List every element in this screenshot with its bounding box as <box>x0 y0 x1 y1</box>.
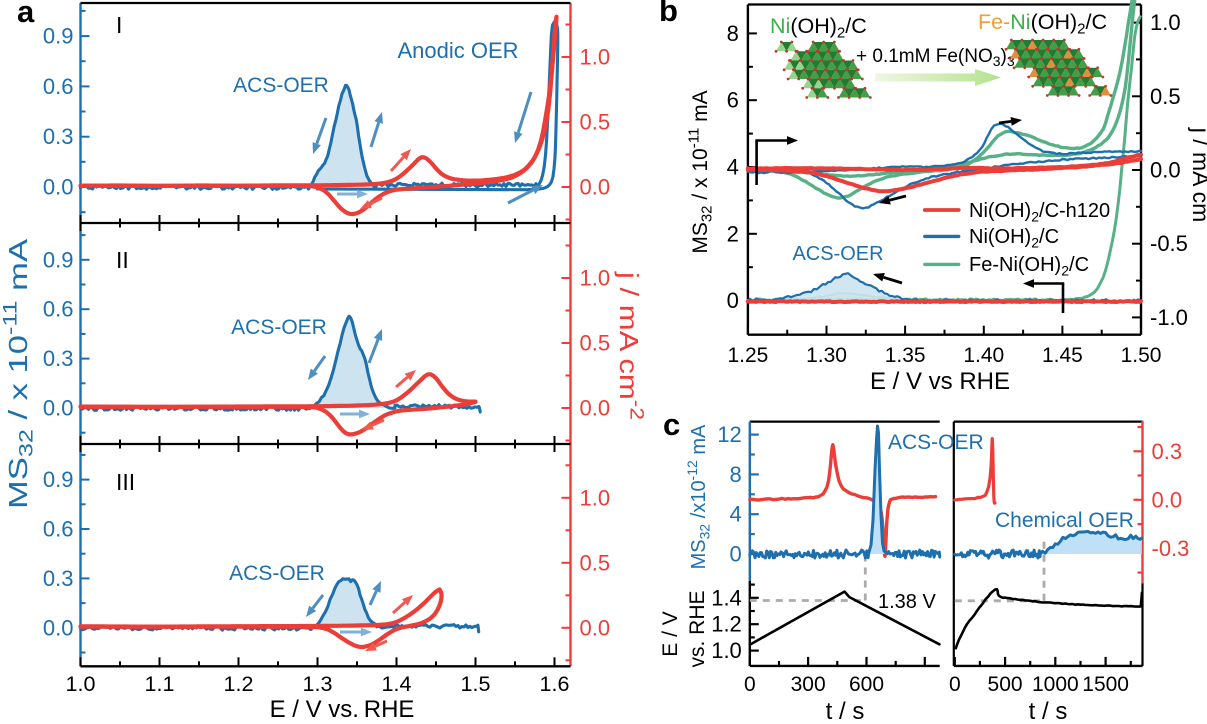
svg-text:1.35: 1.35 <box>885 344 926 367</box>
svg-text:8: 8 <box>727 21 739 46</box>
svg-text:ACS-OER: ACS-OER <box>792 243 883 265</box>
svg-text:E / V vs RHE: E / V vs RHE <box>870 368 1010 395</box>
svg-text:a: a <box>17 0 35 29</box>
svg-text:Fe-Ni(OH)2/C: Fe-Ni(OH)2/C <box>969 254 1089 278</box>
svg-text:8: 8 <box>730 462 742 487</box>
svg-text:III: III <box>116 469 135 495</box>
svg-text:MS32 / x 10-11 mA: MS32 / x 10-11 mA <box>686 90 716 253</box>
svg-text:1.0: 1.0 <box>1150 10 1181 35</box>
svg-text:1.4: 1.4 <box>382 672 412 696</box>
svg-text:t / s: t / s <box>826 698 865 724</box>
svg-text:0: 0 <box>730 542 742 567</box>
svg-text:0.5: 0.5 <box>580 550 611 575</box>
svg-text:1.2: 1.2 <box>224 672 254 696</box>
svg-text:1.0: 1.0 <box>66 672 96 696</box>
svg-text:1.0: 1.0 <box>580 266 611 291</box>
svg-text:1.2: 1.2 <box>711 612 742 637</box>
svg-text:j / mA cm: j / mA cm <box>1188 127 1207 223</box>
svg-text:Fe-Ni(OH)2/C: Fe-Ni(OH)2/C <box>978 10 1107 38</box>
svg-text:0.9: 0.9 <box>43 24 74 49</box>
svg-text:0.0: 0.0 <box>43 615 74 640</box>
svg-text:0.5: 0.5 <box>580 331 611 356</box>
svg-text:E / V: E / V <box>659 611 682 657</box>
svg-text:Ni(OH)2/C-h120: Ni(OH)2/C-h120 <box>969 200 1110 224</box>
svg-text:0.3: 0.3 <box>43 566 74 591</box>
svg-text:ACS-OER: ACS-OER <box>229 562 325 585</box>
svg-text:c: c <box>663 407 680 442</box>
svg-text:+ 0.1mM Fe(NO3)3: + 0.1mM Fe(NO3)3 <box>856 46 1015 69</box>
svg-text:1.38 V: 1.38 V <box>878 591 936 613</box>
svg-text:MS32 / x 10-11 mA: MS32 / x 10-11 mA <box>1 238 38 509</box>
svg-text:vs. RHE: vs. RHE <box>686 590 709 667</box>
svg-text:0.3: 0.3 <box>1152 439 1183 464</box>
svg-text:1.0: 1.0 <box>711 638 742 663</box>
svg-text:1.6: 1.6 <box>540 672 570 696</box>
svg-text:ACS-OER: ACS-OER <box>231 316 327 339</box>
svg-text:t / s: t / s <box>1029 698 1068 724</box>
svg-text:2: 2 <box>727 221 739 246</box>
svg-text:1.3: 1.3 <box>303 672 333 696</box>
svg-text:Ni(OH)2/C: Ni(OH)2/C <box>969 226 1059 250</box>
svg-text:1.4: 1.4 <box>711 585 742 610</box>
svg-text:0.5: 0.5 <box>1150 84 1181 109</box>
svg-text:I: I <box>116 12 122 38</box>
svg-text:0.0: 0.0 <box>580 615 611 640</box>
svg-text:Chemical OER: Chemical OER <box>995 509 1134 532</box>
svg-text:0: 0 <box>727 288 739 313</box>
svg-text:MS32 /x10-12 mA: MS32 /x10-12 mA <box>684 424 712 569</box>
svg-text:1.50: 1.50 <box>1121 344 1162 367</box>
svg-text:-1.0: -1.0 <box>1150 305 1188 330</box>
svg-text:-0.3: -0.3 <box>1152 536 1190 561</box>
svg-text:Ni(OH)2/C: Ni(OH)2/C <box>770 14 867 42</box>
svg-text:b: b <box>659 0 678 28</box>
svg-text:ACS-OER: ACS-OER <box>888 431 984 454</box>
svg-text:0.0: 0.0 <box>580 396 611 421</box>
svg-text:500: 500 <box>988 673 1023 696</box>
svg-text:II: II <box>116 247 129 273</box>
svg-text:0.0: 0.0 <box>580 175 611 200</box>
svg-text:1.1: 1.1 <box>145 672 175 696</box>
svg-text:-0.5: -0.5 <box>1150 231 1188 256</box>
svg-text:0.0: 0.0 <box>1152 487 1183 512</box>
svg-text:6: 6 <box>727 88 739 113</box>
svg-text:0.6: 0.6 <box>43 516 74 541</box>
svg-text:0.9: 0.9 <box>43 467 74 492</box>
svg-text:j / mA cm-2: j / mA cm-2 <box>614 271 646 420</box>
svg-text:600: 600 <box>849 673 884 696</box>
svg-text:12: 12 <box>717 422 741 447</box>
svg-text:4: 4 <box>727 155 739 180</box>
svg-text:0.6: 0.6 <box>43 74 74 99</box>
svg-text:1.40: 1.40 <box>963 344 1004 367</box>
svg-text:0.0: 0.0 <box>43 175 74 200</box>
svg-text:0.0: 0.0 <box>1150 158 1181 183</box>
svg-text:4: 4 <box>730 502 742 527</box>
svg-text:E / V vs. RHE: E / V vs. RHE <box>270 696 415 723</box>
svg-text:300: 300 <box>791 673 826 696</box>
svg-text:1000: 1000 <box>1032 673 1079 696</box>
svg-text:0.3: 0.3 <box>43 346 74 371</box>
svg-text:0.0: 0.0 <box>43 396 74 421</box>
svg-text:1.25: 1.25 <box>727 344 768 367</box>
svg-text:1.5: 1.5 <box>461 672 491 696</box>
svg-text:0.3: 0.3 <box>43 124 74 149</box>
svg-text:1.0: 1.0 <box>580 485 611 510</box>
svg-text:0.9: 0.9 <box>43 247 74 272</box>
svg-text:1.45: 1.45 <box>1042 344 1083 367</box>
svg-text:ACS-OER: ACS-OER <box>233 74 329 97</box>
svg-text:1.0: 1.0 <box>580 45 611 70</box>
svg-text:0.5: 0.5 <box>580 110 611 135</box>
svg-text:1500: 1500 <box>1082 673 1129 696</box>
svg-text:0: 0 <box>744 673 756 696</box>
svg-text:Anodic OER: Anodic OER <box>397 38 518 63</box>
svg-text:1.30: 1.30 <box>806 344 847 367</box>
svg-text:0: 0 <box>949 673 961 696</box>
svg-text:0.6: 0.6 <box>43 297 74 322</box>
